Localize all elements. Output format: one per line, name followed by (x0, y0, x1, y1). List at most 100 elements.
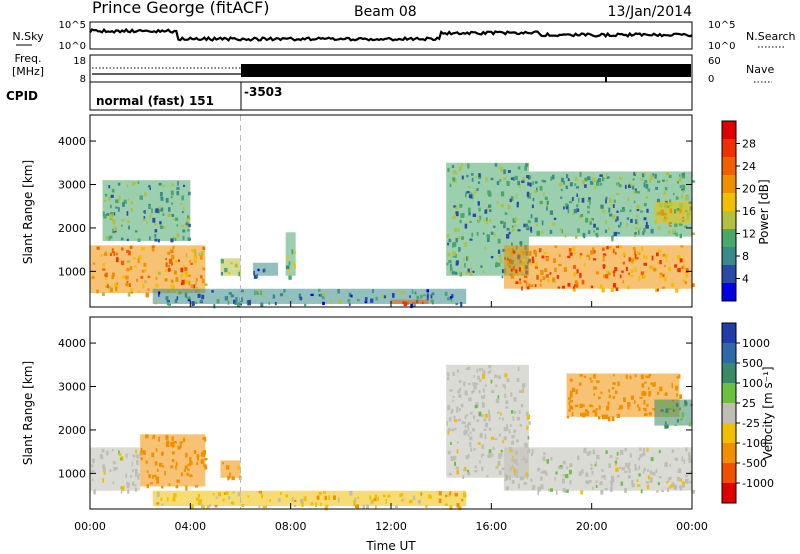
power-cell (523, 280, 527, 283)
power-cell (657, 180, 661, 184)
power-cell (137, 181, 140, 184)
power-cell (165, 257, 167, 261)
velocity-cell (548, 488, 551, 492)
velocity-cell (479, 379, 482, 382)
power-cell (547, 279, 550, 283)
noise-tick-top-left: 10^5 (59, 20, 86, 31)
power-cell (144, 280, 147, 284)
velocity-cell (527, 450, 531, 453)
power-cell (504, 257, 507, 260)
velocity-cell (488, 449, 492, 454)
power-cell (503, 221, 507, 225)
power-cell (522, 177, 525, 180)
velocity-cell (316, 495, 320, 500)
power-cell (186, 296, 191, 300)
velocity-cell (127, 482, 131, 486)
x-axis-ticks: 00:00 04:00 08:00 12:00 16:00 20:00 00:00 (74, 301, 708, 533)
velocity-cell (641, 383, 645, 388)
velocity-cell (561, 478, 565, 484)
power-cell (581, 180, 585, 185)
power-cell (540, 270, 544, 275)
velocity-cell (482, 388, 485, 393)
power-cell (136, 278, 139, 282)
power-cell (108, 236, 111, 241)
power-cell (682, 269, 685, 273)
power-cell (671, 282, 675, 288)
velocity-cell (228, 496, 231, 500)
power-cell (347, 299, 351, 303)
velocity-cell (152, 434, 156, 438)
power-cell (511, 242, 513, 247)
velocity-cell (579, 403, 583, 409)
power-cell (283, 289, 286, 293)
power-cell (182, 206, 185, 211)
power-cell (238, 271, 241, 277)
velocity-cell (495, 466, 499, 469)
power-cell (184, 271, 189, 277)
velocity-cell (212, 493, 215, 496)
power-cell (510, 196, 514, 201)
velocity-cell (261, 493, 264, 499)
power-cell (420, 294, 423, 299)
velocity-cell (505, 400, 509, 405)
power-region-4 (285, 232, 296, 276)
noise-panel-frame (89, 21, 693, 50)
velocity-cell (179, 441, 183, 444)
power-cell (496, 181, 500, 186)
power-cell (224, 267, 228, 273)
power-cell (147, 275, 151, 279)
velocity-cell (612, 395, 616, 399)
power-cell (131, 181, 135, 186)
power-cell (664, 202, 667, 208)
velocity-cell (136, 454, 140, 459)
power-cell (649, 174, 653, 180)
power-cell (681, 188, 685, 191)
velocity-cell (458, 505, 462, 511)
power-cell (590, 180, 594, 185)
power-cell (649, 179, 651, 184)
power-cell (682, 172, 685, 177)
velocity-cell (610, 475, 615, 480)
velocity-cell (545, 471, 548, 476)
power-cell (322, 301, 325, 306)
power-cell (517, 229, 521, 232)
velocity-cell (463, 430, 467, 435)
power-cell (521, 180, 525, 183)
velocity-cell (458, 394, 462, 398)
power-cell (626, 217, 630, 220)
velocity-cell (206, 505, 210, 509)
velocity-cell (353, 502, 356, 507)
power-cell (520, 250, 524, 254)
power-cell (534, 217, 538, 223)
power-cell (201, 278, 205, 284)
power-cell (587, 176, 591, 181)
freq-unit-label: [MHz] (12, 65, 44, 78)
power-cell (126, 184, 128, 188)
velocity-cell (171, 451, 175, 455)
velocity-cell (674, 423, 677, 427)
velocity-cell (467, 434, 470, 437)
power-cell (447, 252, 451, 257)
power-cell (454, 227, 458, 233)
velocity-cell (490, 379, 493, 384)
power-cell (645, 221, 648, 227)
velocity-cell (145, 460, 148, 464)
power-cell (507, 204, 511, 210)
velocity-cell (452, 399, 454, 402)
power-cell (534, 181, 538, 184)
velocity-cell (593, 373, 596, 379)
velocity-cell (495, 398, 500, 404)
velocity-cell (140, 457, 143, 460)
power-cell (112, 228, 115, 234)
velocity-cell (519, 424, 523, 427)
power-cell (472, 213, 477, 218)
power-cell (141, 246, 145, 251)
velocity-cell (690, 470, 692, 474)
velocity-cell (647, 387, 650, 390)
power-cell (160, 207, 164, 212)
power-cell (466, 174, 469, 178)
power-cell (615, 287, 619, 292)
power-cell (159, 221, 162, 225)
power-cell (584, 263, 586, 267)
velocity-cell (126, 483, 130, 489)
